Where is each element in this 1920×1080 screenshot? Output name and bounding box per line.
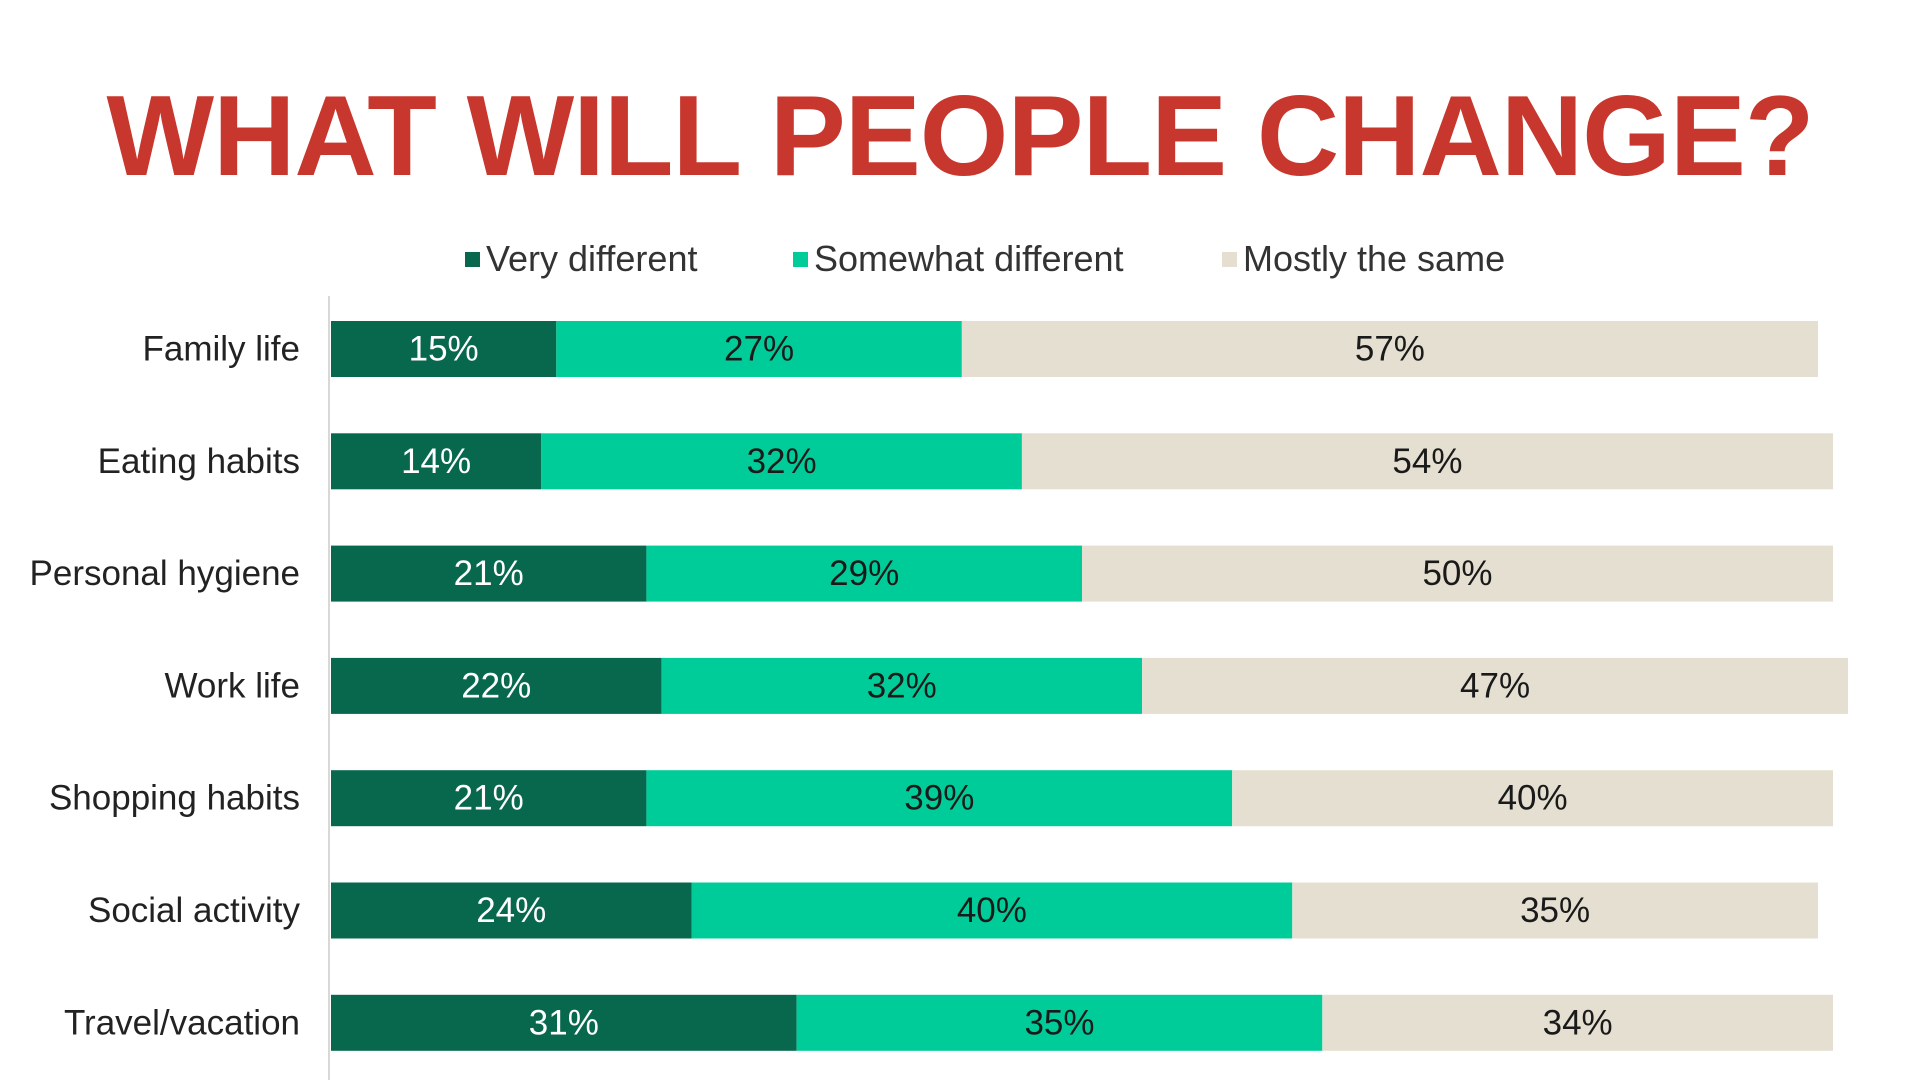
data-label-shopping-habits-mostly-the-same: 40% xyxy=(1498,779,1568,818)
bar-family-life-very-different xyxy=(331,321,557,377)
legend-swatch-very-different xyxy=(465,251,480,267)
data-label-personal-hygiene-somewhat-different: 29% xyxy=(829,554,899,593)
data-label-work-life-very-different: 22% xyxy=(461,666,531,705)
data-label-work-life-somewhat-different: 32% xyxy=(867,666,937,705)
category-label-work-life: Work life xyxy=(165,666,301,705)
category-label-family-life: Family life xyxy=(142,330,300,369)
bar-travel-vacation-mostly-the-same xyxy=(1322,994,1833,1051)
bar-personal-hygiene-mostly-the-same xyxy=(1082,545,1833,602)
data-label-social-activity-somewhat-different: 40% xyxy=(957,891,1027,930)
bar-family-life-somewhat-different xyxy=(556,321,962,377)
data-label-travel-vacation-very-different: 31% xyxy=(529,1003,599,1042)
bar-social-activity-mostly-the-same xyxy=(1292,882,1818,939)
category-label-social-activity: Social activity xyxy=(88,891,301,930)
bar-travel-vacation-very-different xyxy=(331,994,797,1051)
bar-shopping-habits-very-different xyxy=(331,770,647,827)
bar-personal-hygiene-somewhat-different xyxy=(646,545,1082,602)
legend-label-very-different: Very different xyxy=(486,238,698,279)
data-label-eating-habits-mostly-the-same: 54% xyxy=(1392,442,1462,481)
category-label-personal-hygiene: Personal hygiene xyxy=(30,554,300,593)
bar-work-life-somewhat-different xyxy=(661,657,1143,714)
category-label-eating-habits: Eating habits xyxy=(98,442,300,481)
bar-shopping-habits-somewhat-different xyxy=(646,770,1233,827)
legend-item-somewhat-different: Somewhat different xyxy=(793,238,1124,280)
data-label-family-life-mostly-the-same: 57% xyxy=(1355,330,1425,369)
bar-eating-habits-mostly-the-same xyxy=(1021,433,1833,490)
bar-travel-vacation-somewhat-different xyxy=(796,994,1323,1051)
legend-item-mostly-the-same: Mostly the same xyxy=(1222,238,1505,280)
data-label-family-life-very-different: 15% xyxy=(409,330,479,369)
data-label-shopping-habits-very-different: 21% xyxy=(454,779,524,818)
data-label-eating-habits-somewhat-different: 32% xyxy=(747,442,817,481)
bar-social-activity-somewhat-different xyxy=(691,882,1293,939)
bar-eating-habits-somewhat-different xyxy=(541,433,1022,490)
legend-swatch-somewhat-different xyxy=(793,251,808,267)
data-label-shopping-habits-somewhat-different: 39% xyxy=(904,779,974,818)
data-label-social-activity-mostly-the-same: 35% xyxy=(1520,891,1590,930)
data-label-travel-vacation-mostly-the-same: 34% xyxy=(1543,1003,1613,1042)
data-label-travel-vacation-somewhat-different: 35% xyxy=(1024,1003,1094,1042)
category-label-shopping-habits: Shopping habits xyxy=(49,779,300,818)
legend-swatch-mostly-the-same xyxy=(1222,251,1237,267)
page-title: WHAT WILL PEOPLE CHANGE? xyxy=(106,73,1814,200)
chart-legend: Very different Somewhat different Mostly… xyxy=(0,238,1920,282)
data-label-personal-hygiene-mostly-the-same: 50% xyxy=(1422,554,1492,593)
bar-family-life-mostly-the-same xyxy=(961,321,1818,377)
bar-eating-habits-very-different xyxy=(331,433,542,490)
bars-group: Family life 15% 27% 57% Eating habits 14% 32% 5… xyxy=(30,321,1849,1051)
legend-item-very-different: Very different xyxy=(465,238,697,280)
legend-label-mostly-the-same: Mostly the same xyxy=(1243,238,1506,279)
legend-label-somewhat-different: Somewhat different xyxy=(814,238,1124,279)
data-label-personal-hygiene-very-different: 21% xyxy=(454,554,524,593)
bar-personal-hygiene-very-different xyxy=(331,545,647,602)
data-label-family-life-somewhat-different: 27% xyxy=(724,330,794,369)
data-label-work-life-mostly-the-same: 47% xyxy=(1460,666,1530,705)
bar-work-life-very-different xyxy=(331,657,662,714)
bar-work-life-mostly-the-same xyxy=(1142,657,1849,714)
data-label-social-activity-very-different: 24% xyxy=(476,891,546,930)
bar-social-activity-very-different xyxy=(331,882,692,939)
data-label-eating-habits-very-different: 14% xyxy=(401,442,471,481)
bar-shopping-habits-mostly-the-same xyxy=(1232,770,1833,827)
category-label-travel-vacation: Travel/vacation xyxy=(64,1003,300,1042)
